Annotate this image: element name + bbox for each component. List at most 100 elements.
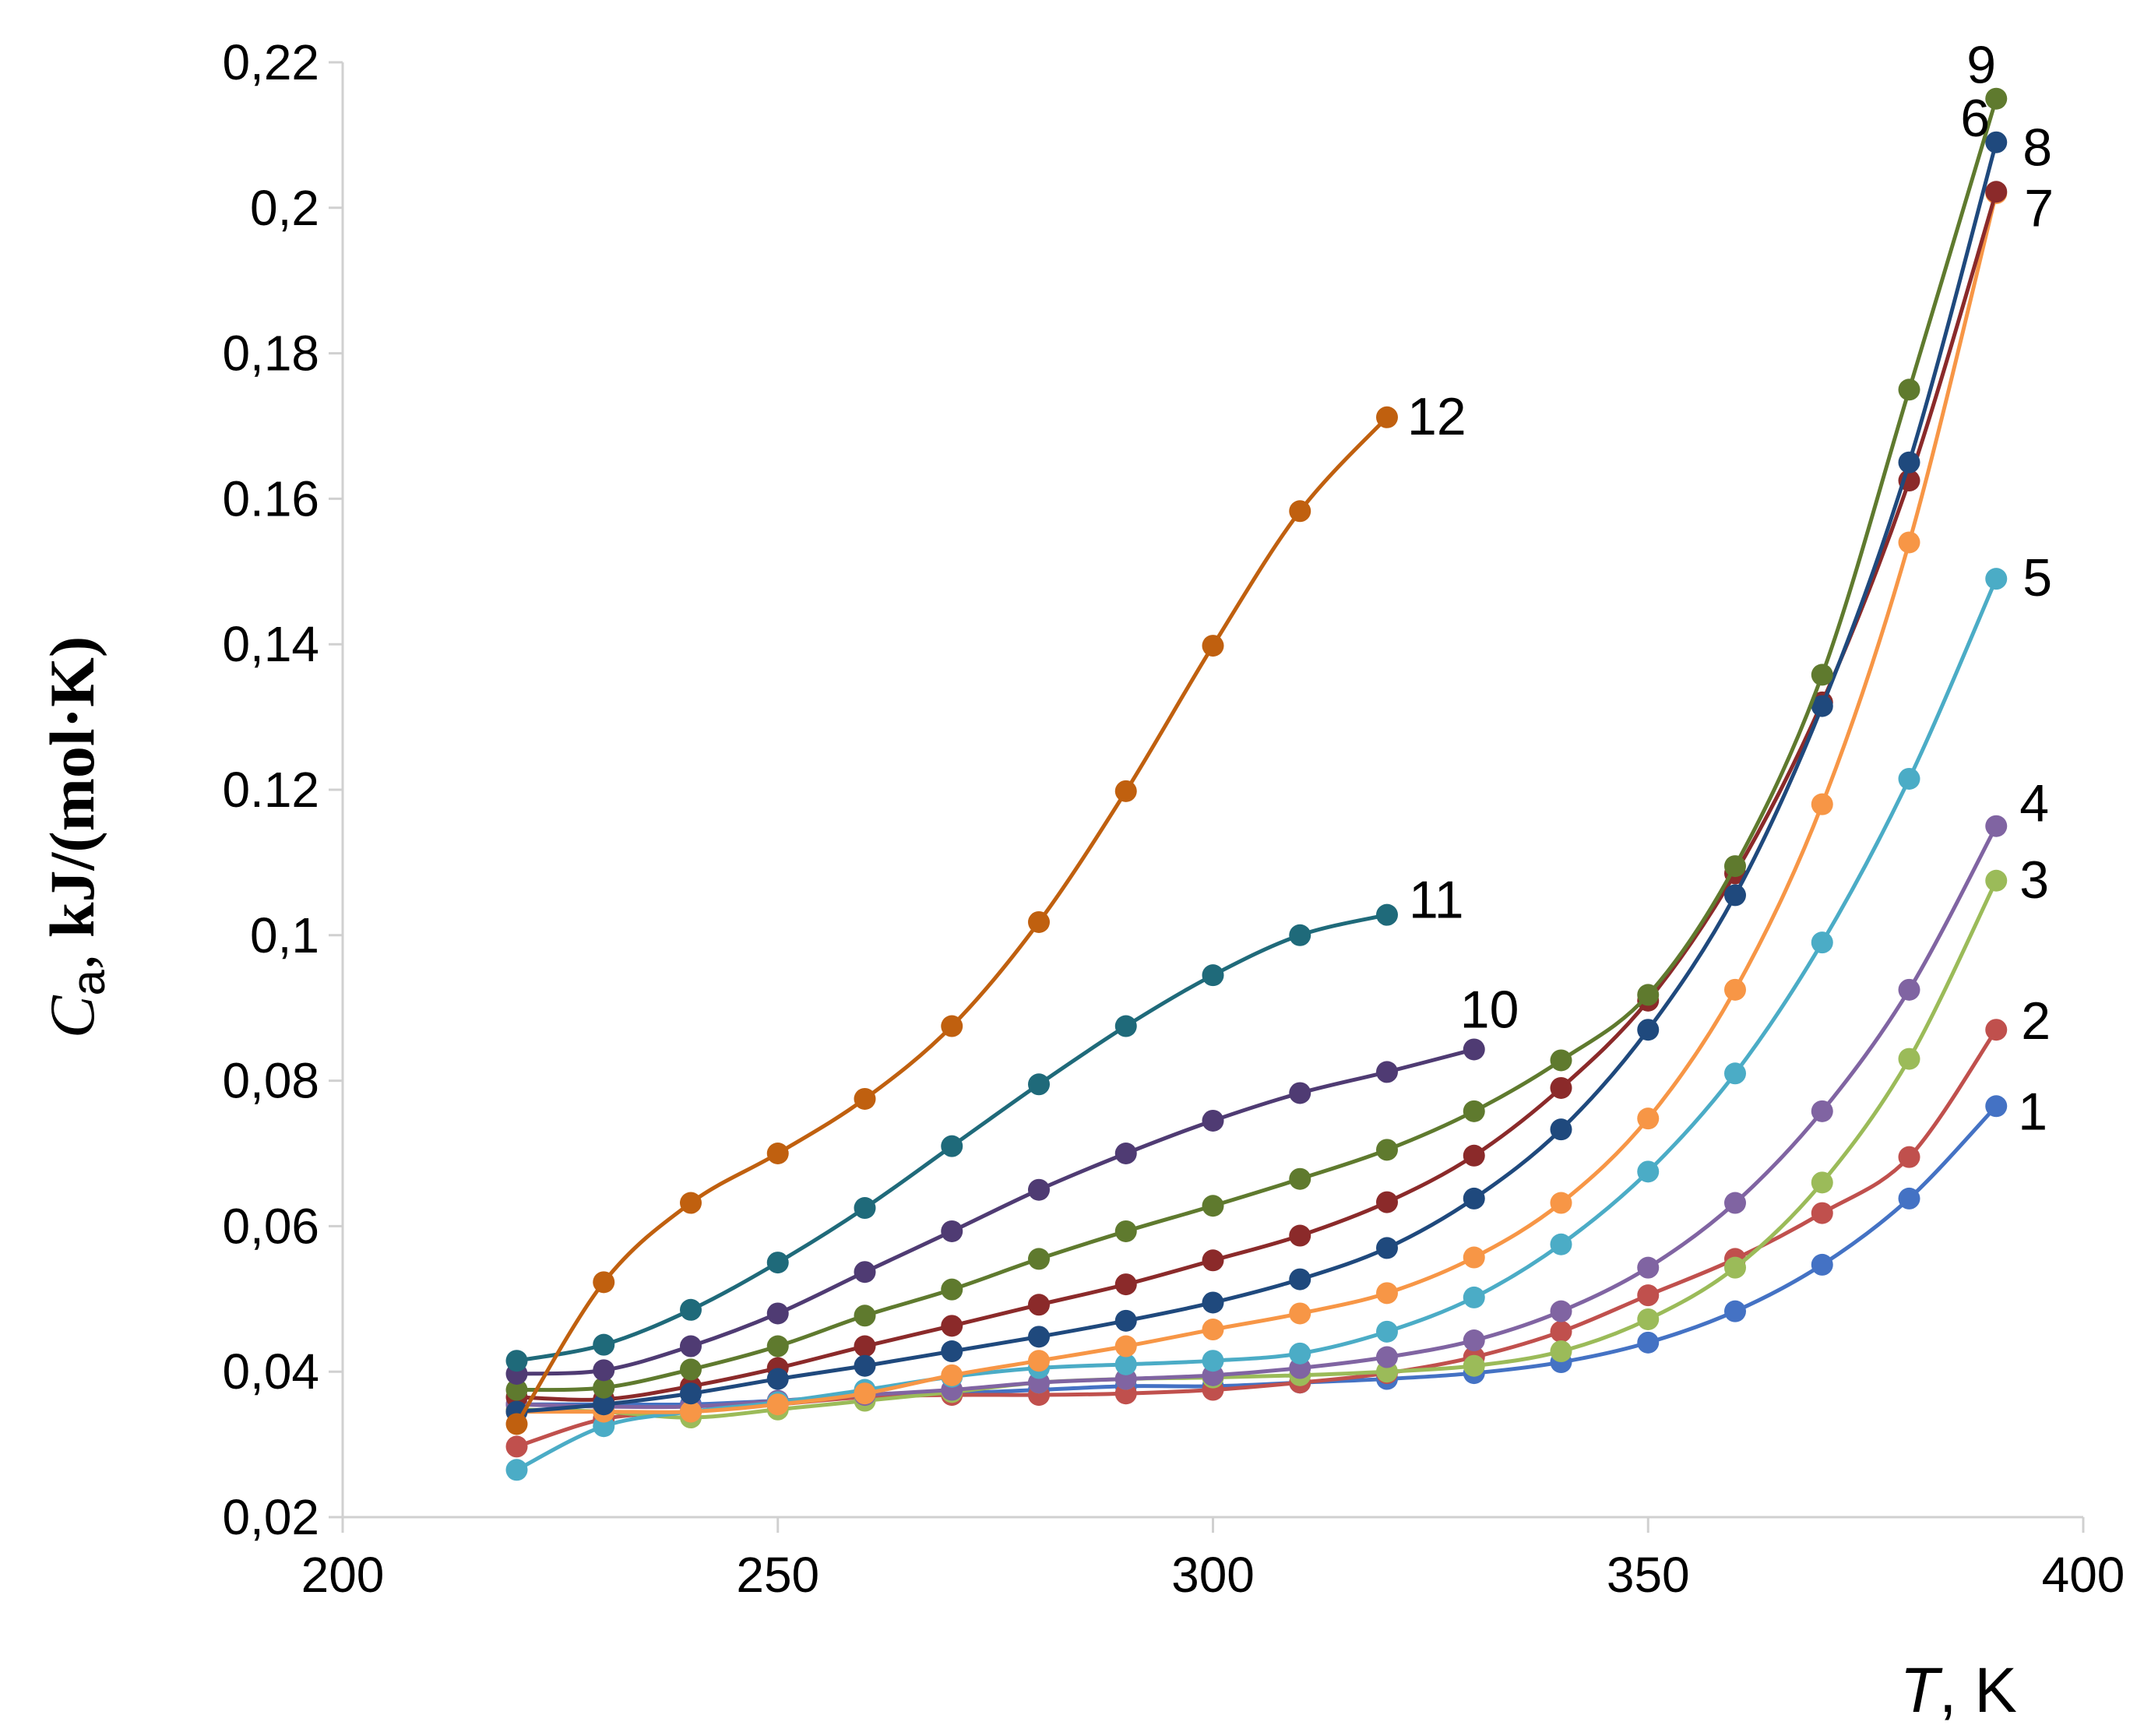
x-tick-label: 300 — [1171, 1547, 1255, 1603]
series-line-7 — [516, 191, 1998, 1402]
data-point — [680, 1382, 702, 1405]
data-point — [1550, 1118, 1572, 1141]
data-point — [1202, 1195, 1224, 1217]
data-point — [941, 1278, 963, 1301]
data-point — [1724, 978, 1746, 1001]
data-point — [1724, 884, 1746, 907]
series-10 — [505, 1038, 1485, 1386]
y-tick-label: 0,06 — [222, 1198, 319, 1254]
data-point — [1289, 500, 1311, 523]
data-point — [941, 1364, 963, 1386]
data-point — [1028, 1073, 1050, 1096]
data-point — [941, 1340, 963, 1363]
data-point — [1550, 1049, 1572, 1072]
data-point — [1463, 1144, 1485, 1167]
data-point — [1637, 1331, 1660, 1354]
data-point — [1463, 1187, 1485, 1210]
y-tick-label: 0,14 — [222, 616, 319, 672]
data-point — [593, 1376, 615, 1399]
data-point — [1202, 1350, 1224, 1372]
data-point — [593, 1271, 615, 1294]
data-point — [1811, 695, 1833, 717]
data-point — [1811, 931, 1833, 954]
x-tick-label: 200 — [301, 1547, 385, 1603]
data-point — [1898, 1048, 1920, 1070]
data-point — [1637, 1256, 1660, 1279]
series-12 — [505, 406, 1398, 1435]
data-point — [1202, 635, 1224, 657]
data-point — [1898, 1146, 1920, 1168]
data-point — [593, 1393, 615, 1416]
data-point — [766, 1335, 789, 1357]
data-point — [1028, 1350, 1050, 1372]
data-point — [854, 1335, 876, 1357]
data-point — [1985, 1095, 2008, 1118]
x-axis-symbol: T — [1900, 1655, 1943, 1726]
data-point — [1811, 1202, 1833, 1224]
data-point — [1724, 1300, 1746, 1322]
data-point — [680, 1400, 702, 1423]
data-point — [1637, 1308, 1660, 1330]
data-point — [1289, 1268, 1311, 1291]
data-point — [1114, 780, 1137, 802]
data-point — [505, 1379, 528, 1401]
series-line-6 — [516, 192, 1998, 1414]
data-point — [1724, 1062, 1746, 1085]
data-point — [505, 1413, 528, 1435]
data-point — [1202, 964, 1224, 987]
data-point — [1376, 1346, 1398, 1368]
data-point — [854, 1087, 876, 1110]
y-tick-label: 0,18 — [222, 326, 319, 382]
data-point — [1898, 767, 1920, 790]
data-point — [1463, 1038, 1485, 1061]
data-point — [1985, 815, 2008, 837]
data-point — [1985, 181, 2008, 203]
series-8 — [505, 131, 2008, 1423]
data-point — [1463, 1100, 1485, 1122]
series-label-10: 10 — [1460, 980, 1519, 1039]
data-point — [941, 1015, 963, 1037]
data-point — [1114, 1143, 1137, 1164]
x-tick-label: 400 — [2042, 1547, 2125, 1603]
data-point — [766, 1302, 789, 1325]
data-point — [593, 1359, 615, 1382]
data-point — [1898, 1187, 1920, 1210]
data-point — [1028, 1326, 1050, 1348]
series-1 — [505, 1095, 2008, 1416]
data-point — [1028, 1294, 1050, 1316]
data-point — [1985, 1019, 2008, 1041]
data-point — [1550, 1076, 1572, 1099]
x-tick-label: 250 — [736, 1547, 819, 1603]
data-point — [1463, 1354, 1485, 1377]
data-point — [1376, 1191, 1398, 1213]
data-point — [1202, 1291, 1224, 1314]
data-point — [1376, 1282, 1398, 1305]
data-point — [1811, 793, 1833, 815]
series-line-8 — [516, 142, 1998, 1414]
y-axis-title: Ca, kJ/(mol·K) — [37, 636, 114, 1038]
x-axis-title: T, K — [1900, 1655, 2017, 1726]
series-label-11: 11 — [1409, 871, 1464, 930]
y-tick-label: 0.16 — [222, 470, 319, 526]
data-point — [680, 1298, 702, 1321]
data-point — [766, 1252, 789, 1274]
data-point — [1289, 1082, 1311, 1104]
data-point — [680, 1335, 702, 1357]
data-point — [1028, 1178, 1050, 1201]
series-2 — [505, 1019, 2008, 1458]
y-tick-label: 0,22 — [222, 34, 319, 90]
data-point — [1463, 1246, 1485, 1269]
series-9 — [505, 87, 2008, 1401]
data-point — [1289, 1342, 1311, 1365]
series-label-8: 8 — [2023, 118, 2052, 178]
data-point — [1985, 568, 2008, 590]
data-point — [593, 1333, 615, 1356]
x-ticks: 200 250 300 350 400 — [301, 1517, 2125, 1603]
data-point — [1289, 1302, 1311, 1325]
y-ticks: 0,02 0,04 0,06 0,08 0,1 0.12 0,14 0.16 0,18 0,2 0,… — [222, 34, 343, 1545]
data-point — [1376, 1320, 1398, 1343]
data-point — [766, 1368, 789, 1390]
data-point — [680, 1358, 702, 1381]
data-point — [1376, 1237, 1398, 1259]
